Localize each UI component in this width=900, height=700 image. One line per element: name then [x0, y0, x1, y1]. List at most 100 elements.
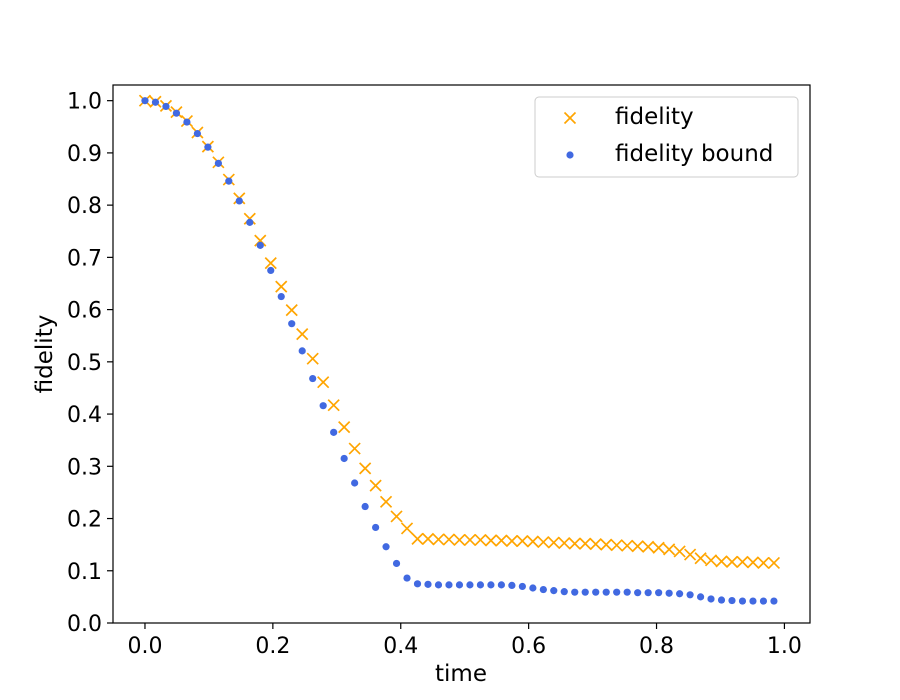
- fidelity-bound-point: [759, 597, 768, 605]
- x-tick-label: 0.0: [127, 634, 162, 659]
- fidelity-point: [275, 280, 288, 293]
- fidelity-bound-point: [382, 543, 390, 551]
- x-axis-label: time: [435, 661, 487, 687]
- fidelity-point: [484, 534, 498, 547]
- x-axis: 0.0 0.2 0.4 0.6 0.8 1.0: [127, 623, 802, 659]
- fidelity-bound-point: [141, 97, 149, 105]
- fidelity-point: [463, 533, 477, 547]
- fidelity-point: [673, 545, 686, 558]
- fidelity-point: [558, 536, 571, 550]
- fidelity-bound-point: [634, 589, 642, 597]
- y-tick-label: 0.8: [67, 194, 102, 219]
- legend-label-fidelity-bound: fidelity bound: [615, 141, 773, 167]
- fidelity-bound-point: [644, 589, 652, 597]
- fidelity-point: [254, 234, 267, 247]
- fidelity-bound-point: [749, 597, 757, 605]
- fidelity-point: [474, 533, 487, 547]
- fidelity-bound-point: [455, 581, 464, 589]
- y-tick-label: 0.0: [67, 612, 102, 637]
- fidelity-bound-point: [728, 596, 736, 605]
- fidelity-bound-point: [214, 159, 222, 167]
- fidelity-point: [694, 552, 707, 565]
- fidelity-point: [736, 555, 749, 568]
- fidelity-point: [243, 212, 256, 225]
- fidelity-point: [442, 533, 456, 546]
- fidelity-bound-point: [487, 581, 495, 589]
- fidelity-bound-point: [508, 581, 516, 589]
- fidelity-bound-point: [613, 588, 621, 596]
- fidelity-point: [390, 510, 403, 523]
- fidelity-point: [600, 538, 613, 551]
- legend-box: [534, 96, 799, 178]
- fidelity-point: [338, 421, 351, 434]
- fidelity-point: [746, 556, 760, 569]
- fidelity-bound-point: [445, 581, 453, 589]
- fidelity-bound-point: [581, 588, 589, 596]
- fidelity-bound-point: [330, 428, 338, 436]
- fidelity-point: [579, 537, 592, 550]
- fidelity-bound-point: [193, 129, 202, 138]
- fidelity-bound-point: [424, 580, 432, 588]
- fidelity-point: [547, 536, 560, 549]
- fidelity-bound-point: [277, 292, 285, 301]
- fidelity-bound-point: [707, 595, 715, 603]
- fidelity-bound-point: [665, 589, 673, 597]
- fidelity-point: [610, 539, 623, 552]
- fidelity-bound-point: [298, 347, 306, 355]
- fidelity-bound-point: [267, 266, 275, 275]
- fidelity-bound-point: [602, 588, 610, 596]
- fidelity-point: [359, 462, 372, 475]
- fidelity-bound-point: [309, 374, 317, 383]
- fidelity-bound-point: [340, 454, 348, 463]
- x-tick-label: 0.6: [511, 634, 546, 659]
- y-axis-label: fidelity: [32, 315, 58, 394]
- fidelity-point: [432, 533, 445, 546]
- fidelity-point: [642, 540, 655, 553]
- fidelity-point: [505, 534, 518, 548]
- legend-marker-fidelity: [563, 111, 577, 125]
- fidelity-point: [704, 554, 718, 567]
- fidelity-bound-point: [623, 588, 631, 596]
- fidelity-bound-point: [162, 102, 170, 111]
- fidelity-bound-point: [392, 559, 401, 568]
- legend: fidelity fidelity bound: [534, 96, 799, 178]
- fidelity-bound-point: [403, 574, 411, 582]
- fidelity-bound-point: [151, 98, 160, 106]
- legend-label-fidelity: fidelity: [615, 104, 694, 130]
- fidelity-point: [568, 537, 581, 550]
- fidelity-bound-point: [655, 589, 663, 597]
- legend-marker-fidelity-bound: [566, 151, 574, 159]
- fidelity-bound-point: [172, 109, 181, 117]
- fidelity-point: [526, 535, 539, 548]
- fidelity-point: [631, 540, 644, 553]
- fidelity-bound-point: [529, 584, 537, 592]
- y-tick-label: 0.3: [67, 455, 102, 480]
- fidelity-bound-point: [372, 523, 380, 532]
- fidelity-bound-point: [466, 581, 474, 589]
- fidelity-bound-point: [288, 320, 296, 328]
- fidelity-point: [684, 548, 697, 561]
- fidelity-bound-point: [351, 479, 359, 487]
- fidelity-bound-point: [696, 593, 705, 601]
- fidelity-point: [421, 532, 435, 546]
- fidelity-bound-point: [319, 402, 327, 410]
- y-tick-label: 0.6: [67, 299, 102, 324]
- y-tick-label: 0.2: [67, 508, 102, 533]
- fidelity-bound-point: [560, 588, 568, 596]
- fidelity-point: [369, 479, 382, 492]
- fidelity-bound-point: [256, 241, 264, 249]
- fidelity-point: [725, 555, 739, 568]
- fidelity-point: [285, 304, 298, 317]
- fidelity-bound-point: [476, 581, 485, 589]
- fidelity-bound-point: [550, 587, 558, 595]
- fidelity-point: [516, 534, 529, 548]
- fidelity-point: [317, 376, 330, 389]
- fidelity-bound-point: [235, 197, 243, 205]
- fidelity-point: [296, 328, 309, 341]
- fidelity-bound-point: [676, 590, 684, 598]
- fidelity-bound-point: [571, 588, 579, 596]
- fidelity-point: [306, 352, 319, 365]
- fidelity-point: [589, 538, 602, 551]
- fidelity-bound-point: [246, 218, 254, 226]
